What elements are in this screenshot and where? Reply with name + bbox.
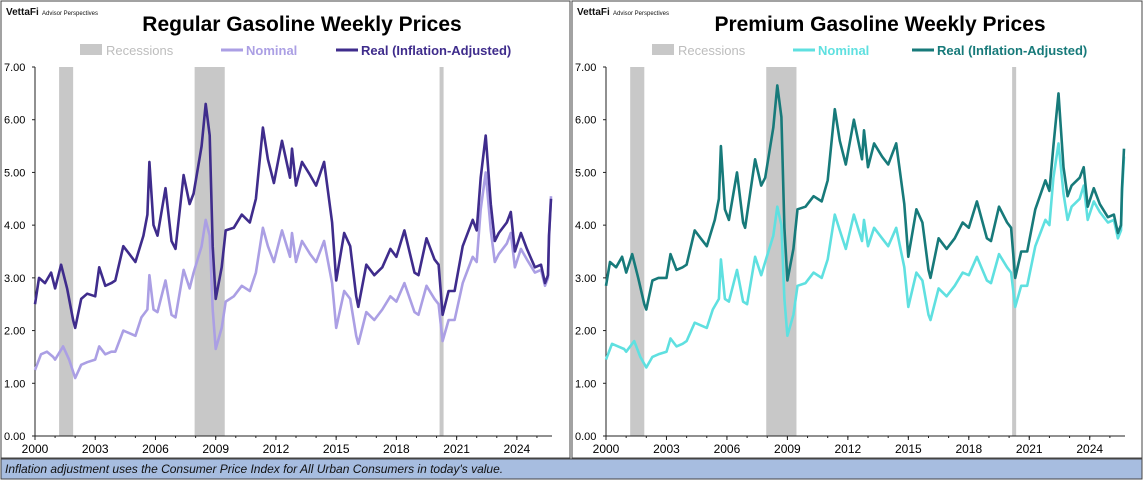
real-series-line <box>33 102 553 330</box>
y-tick-label: 5.00 <box>4 167 25 179</box>
y-tick-label: 2.00 <box>575 326 596 338</box>
premium-gasoline-panel: VettaFi Advisor Perspectives Premium Gas… <box>571 0 1143 459</box>
x-tick-label: 2006 <box>714 442 741 456</box>
x-tick-label: 2000 <box>22 442 49 456</box>
y-tick-label: 2.00 <box>4 326 25 338</box>
advisor-perspectives-tagline: Advisor Perspectives <box>42 11 98 17</box>
y-tick-label: 7.00 <box>4 62 25 74</box>
y-tick-label: 0.00 <box>575 431 596 443</box>
x-tick-label: 2024 <box>504 442 531 456</box>
legend: Recessions Nominal Real (Inflation-Adjus… <box>80 43 511 58</box>
legend-label-real: Real (Inflation-Adjusted) <box>361 43 511 58</box>
premium-panel-border <box>571 0 1143 459</box>
real-series-line <box>604 84 1126 311</box>
nominal-series-line <box>33 171 553 380</box>
x-tick-label: 2015 <box>895 442 922 456</box>
recession-band <box>59 67 74 436</box>
x-tick-label: 2003 <box>82 442 109 456</box>
recession-band <box>439 67 444 436</box>
y-tick-label: 4.00 <box>4 220 25 232</box>
x-tick-label: 2018 <box>383 442 410 456</box>
x-tick-label: 2012 <box>263 442 290 456</box>
footnote-background <box>0 458 1143 480</box>
y-tick-label: 3.00 <box>4 273 25 285</box>
legend-swatch-recessions <box>652 44 674 55</box>
legend: Recessions Nominal Real (Inflation-Adjus… <box>652 43 1087 58</box>
plot-area: 0.00 1.00 2.00 3.00 4.00 5.00 6.00 7.00 2000 2003… <box>4 62 553 456</box>
x-tick-label: 2018 <box>955 442 982 456</box>
x-tick-label: 2015 <box>323 442 350 456</box>
x-tick-label: 2012 <box>835 442 862 456</box>
vettafi-logo: VettaFi <box>577 7 610 18</box>
x-tick-label: 2003 <box>653 442 680 456</box>
advisor-perspectives-tagline: Advisor Perspectives <box>613 11 669 17</box>
regular-panel-border <box>0 0 571 459</box>
x-tick-label: 2021 <box>1016 442 1043 456</box>
legend-label-nominal: Nominal <box>246 43 297 58</box>
footnote-text: Inflation adjustment uses the Consumer P… <box>5 462 503 476</box>
x-tick-label: 2009 <box>202 442 229 456</box>
y-tick-label: 5.00 <box>575 167 596 179</box>
chart-title: Premium Gasoline Weekly Prices <box>714 13 1045 36</box>
y-tick-label: 6.00 <box>4 115 25 127</box>
y-tick-label: 4.00 <box>575 220 596 232</box>
legend-label-recessions: Recessions <box>106 43 174 58</box>
y-tick-label: 1.00 <box>4 378 25 390</box>
x-tick-label: 2009 <box>774 442 801 456</box>
recession-band <box>630 67 645 436</box>
x-tick-label: 2000 <box>593 442 620 456</box>
x-tick-label: 2024 <box>1076 442 1103 456</box>
legend-label-recessions: Recessions <box>678 43 746 58</box>
plot-area: 0.00 1.00 2.00 3.00 4.00 5.00 6.00 7.00 2000 2003… <box>575 62 1126 456</box>
x-tick-label: 2021 <box>443 442 470 456</box>
legend-label-nominal: Nominal <box>818 43 869 58</box>
chart-title: Regular Gasoline Weekly Prices <box>142 13 461 36</box>
nominal-series-line <box>604 142 1126 369</box>
regular-gasoline-panel: VettaFi Advisor Perspectives Regular Gas… <box>0 0 571 459</box>
legend-swatch-recessions <box>80 44 102 55</box>
y-tick-label: 0.00 <box>4 431 25 443</box>
footnote-bar: Inflation adjustment uses the Consumer P… <box>0 458 1143 480</box>
vettafi-logo: VettaFi <box>6 7 39 18</box>
y-tick-label: 3.00 <box>575 273 596 285</box>
y-tick-label: 7.00 <box>575 62 596 74</box>
y-tick-label: 1.00 <box>575 378 596 390</box>
y-tick-label: 6.00 <box>575 115 596 127</box>
x-tick-label: 2006 <box>142 442 169 456</box>
legend-label-real: Real (Inflation-Adjusted) <box>937 43 1087 58</box>
